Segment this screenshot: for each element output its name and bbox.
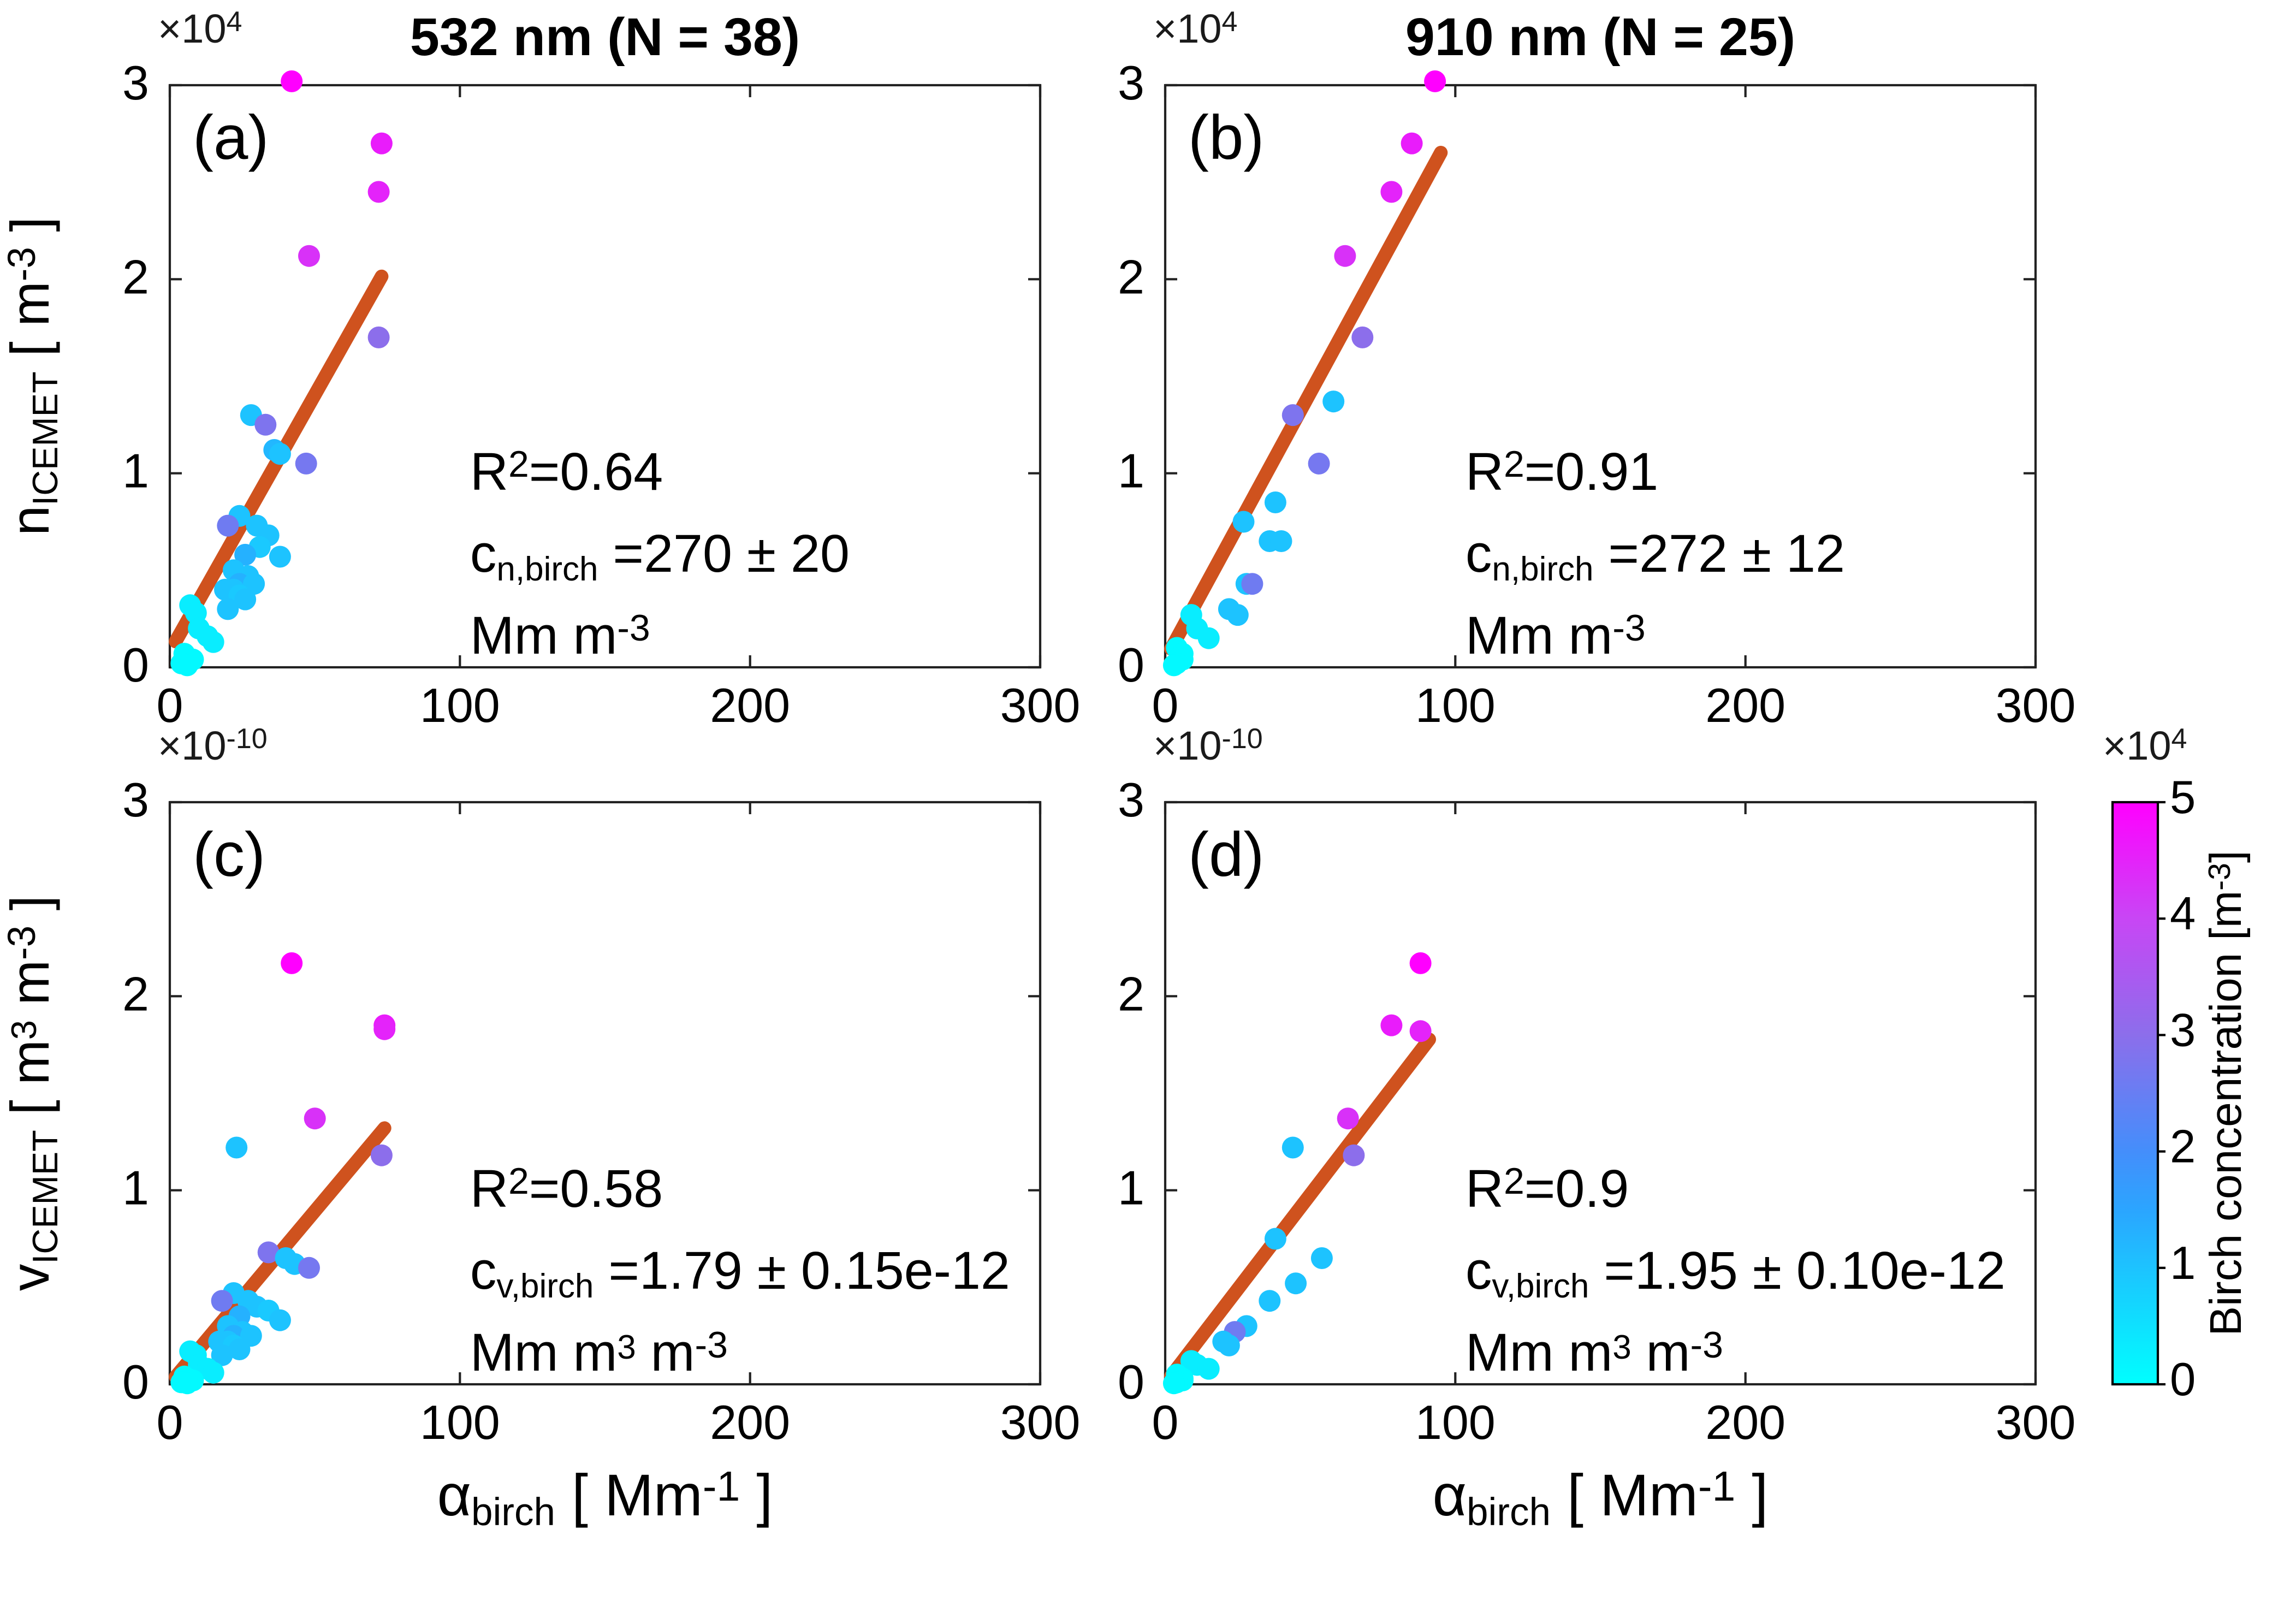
svg-text:300: 300 [1996,678,2076,732]
svg-text:300: 300 [1000,678,1081,732]
svg-text:532 nm (N = 38): 532 nm (N = 38) [410,7,800,67]
svg-text:0: 0 [1118,638,1144,692]
svg-text:3: 3 [1118,56,1144,110]
svg-text:Mm m3 m-3: Mm m3 m-3 [470,1323,728,1382]
svg-text:0: 0 [122,638,149,692]
svg-text:200: 200 [1705,678,1785,732]
svg-text:100: 100 [420,678,500,732]
svg-text:3: 3 [122,773,149,827]
svg-text:200: 200 [1705,1395,1785,1449]
svg-text:1: 1 [122,444,149,498]
svg-text:300: 300 [1996,1395,2076,1449]
svg-text:200: 200 [710,678,790,732]
svg-text:4: 4 [2170,888,2196,940]
svg-text:(c): (c) [193,820,265,890]
svg-text:(b): (b) [1188,103,1264,173]
svg-text:200: 200 [710,1395,790,1449]
svg-text:Mm m3 m-3: Mm m3 m-3 [1466,1323,1723,1382]
svg-text:2: 2 [2170,1121,2196,1173]
svg-text:3: 3 [122,56,149,110]
svg-text:(a): (a) [193,103,269,173]
svg-text:100: 100 [1415,1395,1496,1449]
svg-text:R2=0.91: R2=0.91 [1466,442,1658,501]
svg-text:1: 1 [1118,1161,1144,1215]
svg-text:0: 0 [157,1395,183,1449]
svg-text:Birch concentration [m-3]: Birch concentration [m-3] [2201,850,2251,1336]
svg-text:100: 100 [1415,678,1496,732]
svg-text:0: 0 [2170,1354,2196,1406]
svg-text:5: 5 [2170,772,2196,823]
svg-text:100: 100 [420,1395,500,1449]
svg-text:R2=0.64: R2=0.64 [470,442,663,501]
svg-text:910 nm (N = 25): 910 nm (N = 25) [1405,7,1795,67]
svg-text:300: 300 [1000,1395,1081,1449]
svg-text:R2=0.58: R2=0.58 [470,1159,663,1218]
svg-text:2: 2 [122,250,149,304]
svg-text:0: 0 [1118,1355,1144,1409]
svg-text:3: 3 [1118,773,1144,827]
svg-text:1: 1 [122,1161,149,1215]
svg-text:0: 0 [1152,1395,1179,1449]
svg-text:R2=0.9: R2=0.9 [1466,1159,1629,1218]
svg-text:2: 2 [122,967,149,1021]
svg-text:2: 2 [1118,250,1144,304]
svg-text:2: 2 [1118,967,1144,1021]
svg-text:1: 1 [1118,444,1144,498]
svg-text:1: 1 [2170,1237,2196,1289]
svg-text:3: 3 [2170,1004,2196,1056]
svg-text:(d): (d) [1188,820,1264,890]
svg-text:0: 0 [122,1355,149,1409]
